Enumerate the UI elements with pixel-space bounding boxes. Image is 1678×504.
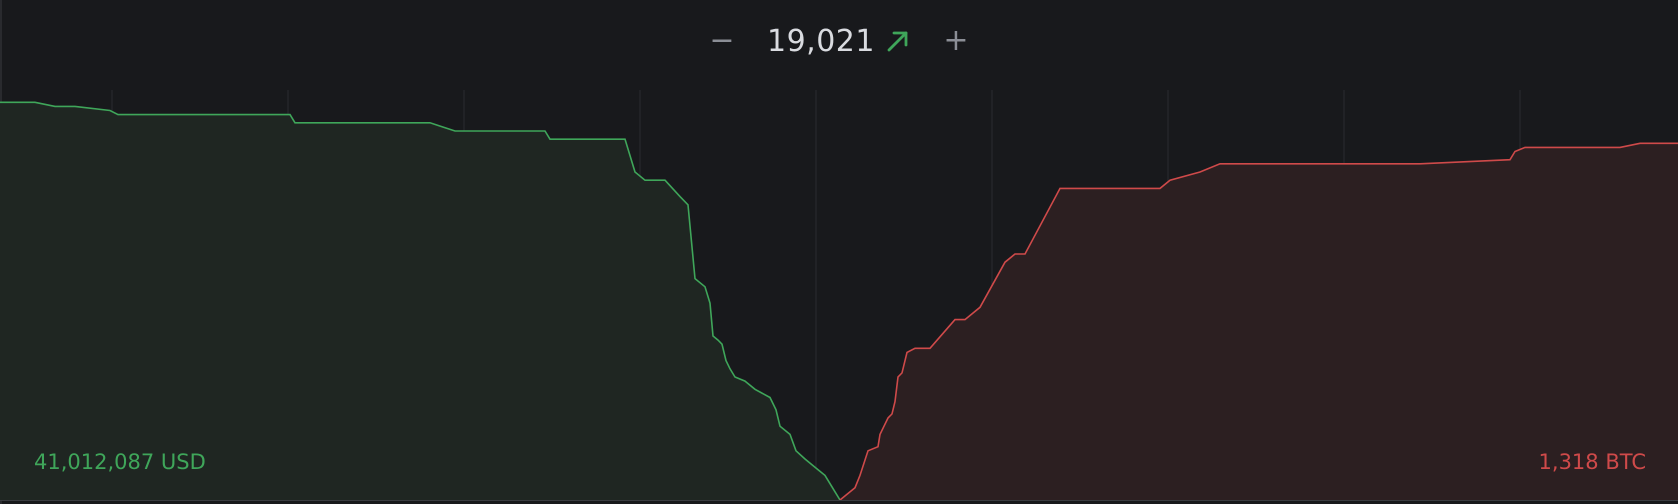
mid-price: 19,021 [767,23,875,59]
bid-area [0,102,840,501]
zoom-out-button[interactable]: − [709,23,735,58]
ask-area [840,143,1678,501]
arrow-up-right-icon [885,28,911,54]
ask-line [839,142,1678,501]
bid-total-label: 41,012,087 USD [34,450,206,474]
bid-line [0,101,841,501]
price-bar: − 19,021 + [0,18,1678,64]
zoom-in-button[interactable]: + [943,23,969,58]
price-display: 19,021 [757,24,921,59]
ask-total-label: 1,318 BTC [1538,450,1646,474]
